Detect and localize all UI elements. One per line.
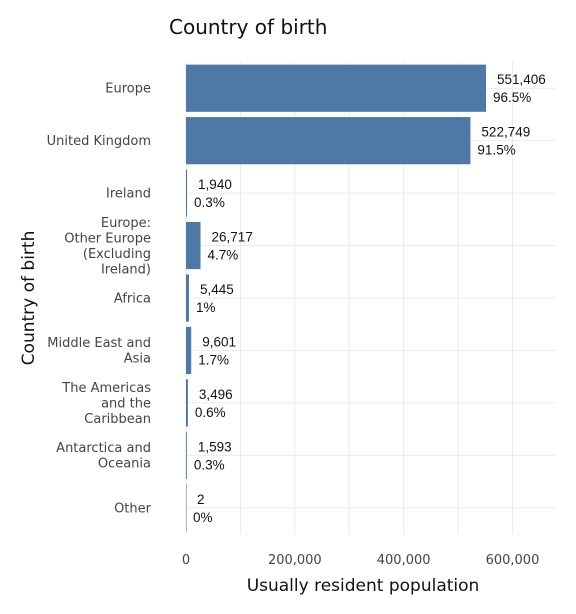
percent-label: 96.5% [493,90,531,105]
percent-label: 1% [196,300,216,315]
category-label: Antarctica and Oceania [56,441,151,472]
bar [186,274,189,322]
data-labels: 551,406 96.5% 522,749 91.5% 1,940 0.3% 26,717 4… [193,72,546,525]
percent-label: 0% [193,510,213,525]
bar [186,326,192,375]
category-label: The Americas and the Caribbean [61,381,151,427]
category-label: Europe [105,82,151,97]
value-label: 5,445 [200,282,234,297]
value-label: 9,601 [202,334,236,349]
bar [186,379,188,427]
x-tick-label: 200,000 [268,553,322,568]
value-label: 551,406 [497,72,546,87]
category-label: Other [114,501,152,516]
category-label: Ireland [106,187,151,202]
value-label: 522,749 [481,125,530,140]
value-label: 3,496 [199,387,233,402]
bar [186,484,187,532]
percent-label: 0.3% [194,195,225,210]
bars [186,64,487,532]
x-tick-label: 400,000 [377,553,431,568]
percent-label: 1.7% [198,352,229,367]
x-tick-label: 0 [182,553,190,568]
value-label: 1,940 [198,177,232,192]
bar [186,169,188,217]
y-axis-title: Country of birth [19,231,39,366]
bar [186,117,471,165]
category-label: Europe: Other Europe (Excluding Ireland) [64,216,151,277]
category-label: United Kingdom [47,134,151,149]
percent-label: 0.6% [195,405,226,420]
value-label: 26,717 [212,230,253,245]
percent-label: 91.5% [477,143,515,158]
category-label: Middle East and Asia [47,336,151,367]
bar [186,64,487,112]
bar [186,431,187,479]
percent-label: 4.7% [208,248,239,263]
category-label: Africa [114,292,151,307]
x-axis-title: Usually resident population [247,576,480,596]
bar [186,221,201,270]
x-tick-labels: 0 200,000 400,000 600,000 [182,553,539,568]
value-label: 2 [197,492,205,507]
value-label: 1,593 [198,439,232,454]
x-tick-label: 600,000 [486,553,540,568]
chart-title: Country of birth [169,15,327,39]
percent-label: 0.3% [194,457,225,472]
category-labels: Europe United Kingdom Ireland Europe: Other … [47,82,152,517]
